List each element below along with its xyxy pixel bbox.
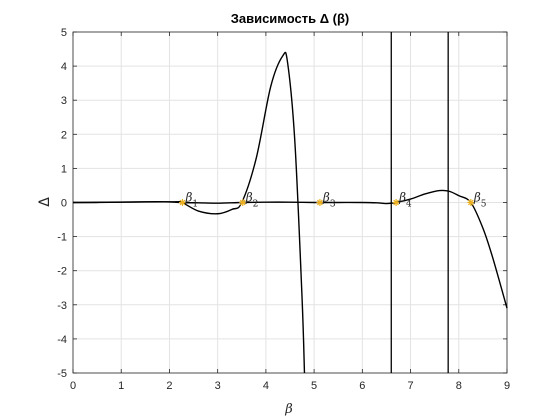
y-tick-label: 2 [61, 129, 67, 141]
root-marker-2 [239, 199, 247, 206]
series-line-2 [72, 189, 508, 309]
x-tick-label: 5 [311, 380, 317, 392]
root-label-1: β1 [184, 191, 198, 210]
x-tick-label: 8 [456, 380, 462, 392]
root-label-subscript: 5 [481, 200, 487, 210]
root-marker-4 [392, 199, 400, 206]
root-marker-5 [467, 199, 475, 206]
x-tick-label: 4 [263, 380, 269, 392]
y-ticks: -5 -4 -3 -2 -1 0 1 2 3 4 5 [57, 27, 507, 380]
x-ticks: 0 1 2 3 4 5 6 7 8 9 [70, 32, 510, 392]
x-tick-label: 6 [359, 380, 365, 392]
x-tick-label: 3 [215, 380, 221, 392]
root-label-subscript: 4 [406, 200, 412, 210]
x-tick-label: 1 [118, 380, 124, 392]
root-label-subscript: 2 [253, 200, 259, 210]
root-marker-stroke [467, 199, 474, 206]
y-axis-label: Δ [37, 197, 53, 207]
root-marker-stroke [393, 199, 399, 206]
y-tick-label: 0 [61, 198, 67, 210]
root-label-5: β5 [473, 191, 487, 210]
root-marker-stroke [179, 199, 186, 206]
root-label-3: β3 [322, 191, 336, 210]
y-tick-label: 3 [61, 95, 67, 107]
root-label-subscript: 3 [330, 200, 336, 210]
root-label-4: β4 [398, 191, 412, 210]
root-marker-stroke [317, 199, 323, 206]
y-tick-label: -2 [57, 266, 67, 278]
root-marker-stroke [239, 199, 246, 206]
x-tick-label: 9 [504, 380, 510, 392]
root-marker-3 [316, 199, 324, 206]
x-tick-label: 2 [166, 380, 172, 392]
root-label-subscript: 1 [192, 200, 198, 210]
vertical-lines [390, 32, 449, 373]
root-label-2: β2 [245, 191, 259, 210]
x-tick-label: 7 [407, 380, 413, 392]
y-tick-label: -4 [57, 334, 67, 346]
chart-title: Зависимость Δ (β) [231, 11, 350, 26]
y-tick-label: -3 [57, 300, 67, 312]
y-tick-label: -1 [57, 232, 67, 244]
x-tick-label: 0 [70, 380, 76, 392]
root-marker-1 [178, 199, 186, 206]
y-tick-label: -5 [57, 368, 67, 380]
y-tick-label: 5 [61, 27, 67, 39]
y-tick-label: 1 [61, 163, 67, 175]
y-tick-label: 4 [61, 61, 67, 73]
x-axis-label: β [284, 402, 293, 417]
roots: β1 β2 β3 β4 β5 [178, 191, 487, 210]
